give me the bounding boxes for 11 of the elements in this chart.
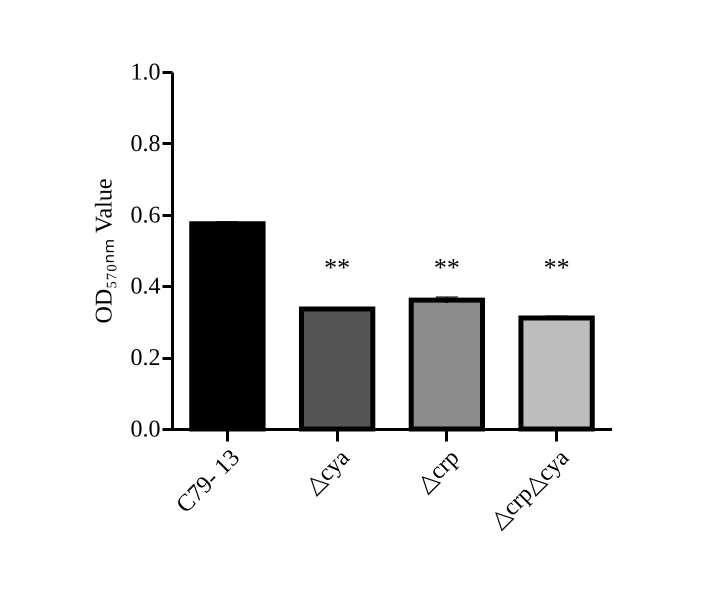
y-tick-label: 0.2 [130, 345, 160, 372]
annotation: ** [434, 253, 460, 282]
y-axis-title: OD₅₇₀ₙₘ Value [92, 178, 118, 324]
y-tick-label: 0.4 [130, 274, 160, 300]
y-tick-label: 0.6 [130, 202, 160, 228]
annotation: ** [324, 253, 350, 282]
y-tick-label: 0.8 [130, 130, 160, 157]
annotation: ** [544, 253, 570, 282]
x-tick-label: C79- 13 [172, 444, 246, 518]
y-tick-label: 0.0 [130, 416, 160, 442]
y-tick-label: 1.0 [130, 60, 160, 86]
